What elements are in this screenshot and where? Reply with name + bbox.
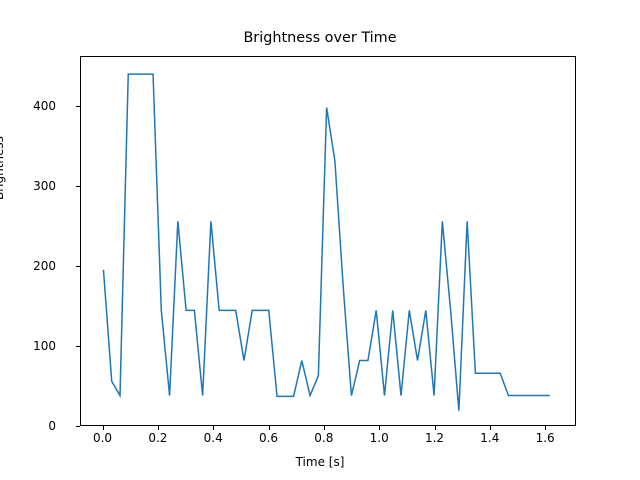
x-tick-mark: [157, 426, 159, 430]
x-tick-mark: [545, 426, 547, 430]
x-tick-mark: [213, 426, 215, 430]
y-tick-mark: [76, 346, 80, 347]
y-tick-mark: [76, 186, 80, 187]
y-tick-mark: [76, 426, 80, 427]
x-tick-label: 1.0: [369, 431, 389, 445]
x-tick-label: 0.6: [258, 431, 279, 445]
y-tick-label: 400: [33, 99, 56, 113]
x-tick-mark: [379, 426, 381, 430]
x-tick-label: 0.4: [203, 431, 223, 445]
x-axis-label: Time [s]: [295, 455, 345, 469]
y-tick-label: 0: [48, 419, 56, 433]
plot-area: [80, 56, 576, 426]
page-title: Brightness over Time: [243, 30, 397, 46]
x-tick-label: 1.2: [424, 431, 445, 445]
x-tick-mark: [102, 426, 104, 430]
x-tick-label: 1.6: [535, 431, 555, 445]
x-tick-label: 0.2: [148, 431, 168, 445]
x-tick-label: 0.0: [92, 431, 113, 445]
y-tick-mark: [76, 106, 80, 107]
y-tick-label: 300: [33, 179, 56, 193]
x-tick-mark: [434, 426, 436, 430]
x-tick-label: 0.8: [314, 431, 334, 445]
x-tick-mark: [323, 426, 325, 430]
y-tick-mark: [76, 266, 80, 267]
data-line-series: [81, 57, 575, 425]
brightness-line: [103, 74, 549, 411]
y-tick-label: 100: [33, 339, 56, 353]
x-tick-mark: [268, 426, 270, 430]
x-tick-mark: [489, 426, 491, 430]
x-tick-label: 1.4: [480, 431, 500, 445]
y-tick-label: 200: [33, 259, 56, 273]
